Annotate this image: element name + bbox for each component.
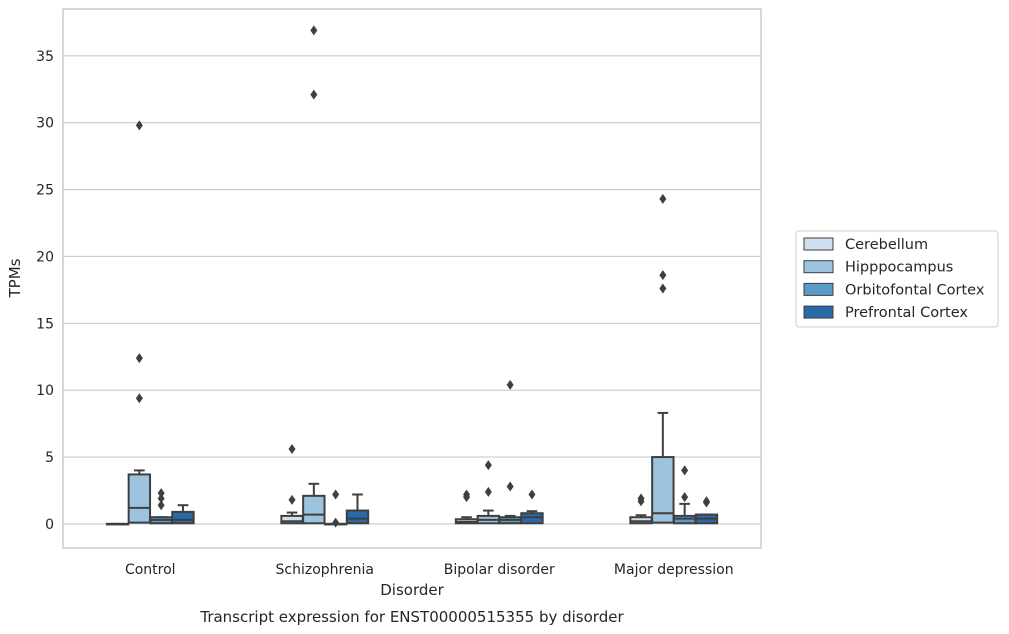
chart-caption: Transcript expression for ENST0000051535… (199, 608, 624, 626)
outlier-point (157, 500, 165, 511)
outlier-point (135, 393, 143, 404)
x-tick-label: Control (125, 562, 176, 578)
box-hipppocampus (127, 120, 152, 524)
axes-frame (62, 8, 762, 549)
outlier-point (528, 489, 536, 500)
outlier-point (506, 379, 514, 390)
box-orbitofontal-cortex (498, 379, 522, 525)
y-tick-label: 25 (36, 183, 54, 199)
x-axis-label: Disorder (380, 581, 444, 599)
box-iqr (651, 456, 675, 524)
legend-swatch (803, 282, 834, 296)
legend-label: Prefrontal Cortex (845, 305, 968, 321)
x-tick-label: Schizophrenia (276, 562, 374, 578)
box-layer (105, 25, 719, 528)
y-tick-label: 15 (36, 316, 54, 332)
x-tick-label: Major depression (614, 562, 734, 578)
outlier-point (484, 486, 492, 497)
tick-labels: 0 5 10 15 20 25 30 35 Control Schizophrenia Bipola… (36, 49, 733, 578)
legend-label: Cerebellum (845, 237, 928, 253)
outlier-point (135, 353, 143, 364)
outlier-point (310, 89, 318, 100)
legend-label: Hipppocampus (845, 260, 953, 276)
outlier-point (332, 489, 340, 500)
outlier-point (681, 492, 689, 503)
box-cerebellum (280, 444, 304, 525)
legend-swatch (803, 305, 834, 319)
y-tick-label: 35 (36, 49, 54, 65)
outlier-point (157, 493, 165, 504)
y-tick-label: 30 (36, 116, 54, 132)
box-hipppocampus (302, 25, 326, 525)
legend-swatch (803, 260, 834, 274)
outlier-point (332, 517, 340, 528)
box-iqr (345, 509, 370, 525)
outlier-point (484, 460, 492, 471)
box-iqr (520, 512, 544, 525)
box-orbitofontal-cortex (323, 489, 348, 528)
y-tick-label: 10 (36, 383, 54, 399)
box-orbitofontal-cortex (672, 465, 697, 525)
plot-frame (62, 8, 762, 549)
box-cerebellum (105, 522, 130, 526)
box-orbitofontal-cortex (149, 488, 173, 525)
legend-label: Orbitofontal Cortex (845, 282, 985, 298)
box-iqr (672, 514, 697, 525)
outlier-point (157, 488, 165, 499)
box-iqr (629, 516, 653, 525)
outlier-point (681, 465, 689, 476)
legend-frame (795, 230, 999, 328)
outlier-point (659, 193, 667, 204)
box-iqr (127, 473, 152, 524)
box-hipppocampus (651, 193, 675, 524)
outlier-point (637, 493, 645, 504)
outlier-point (288, 444, 296, 455)
box-hipppocampus (476, 460, 501, 525)
box-prefrontal-cortex (520, 489, 544, 525)
legend: Cerebellum Hipppocampus Orbitofontal Corte… (795, 230, 999, 328)
box-iqr (302, 494, 326, 525)
outlier-point (463, 489, 471, 500)
box-cerebellum (454, 489, 479, 525)
outlier-point (702, 496, 710, 507)
y-tick-label: 20 (36, 249, 54, 265)
y-tick-label: 5 (45, 450, 54, 466)
outlier-point (310, 25, 318, 36)
outlier-point (506, 481, 514, 492)
y-tick-label: 0 (45, 517, 54, 533)
y-axis-label: TPMs (6, 258, 24, 298)
legend-swatch (803, 237, 834, 251)
gridlines (63, 55, 761, 525)
box-prefrontal-cortex (345, 493, 370, 525)
outlier-point (659, 283, 667, 294)
outlier-point (288, 494, 296, 505)
outlier-point (659, 270, 667, 281)
box-prefrontal-cortex (694, 496, 719, 525)
box-cerebellum (629, 493, 653, 525)
x-tick-label: Bipolar disorder (444, 562, 555, 578)
outlier-point (135, 120, 143, 131)
box-prefrontal-cortex (171, 504, 195, 525)
box-iqr (171, 510, 195, 525)
